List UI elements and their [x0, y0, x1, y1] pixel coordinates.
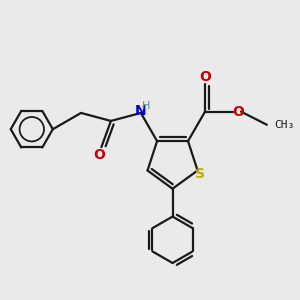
Text: H: H — [142, 101, 151, 111]
Text: S: S — [195, 167, 205, 181]
Text: O: O — [93, 148, 105, 162]
Text: N: N — [135, 104, 147, 118]
Text: CH₃: CH₃ — [274, 120, 295, 130]
Text: O: O — [199, 70, 211, 84]
Text: O: O — [232, 105, 244, 118]
